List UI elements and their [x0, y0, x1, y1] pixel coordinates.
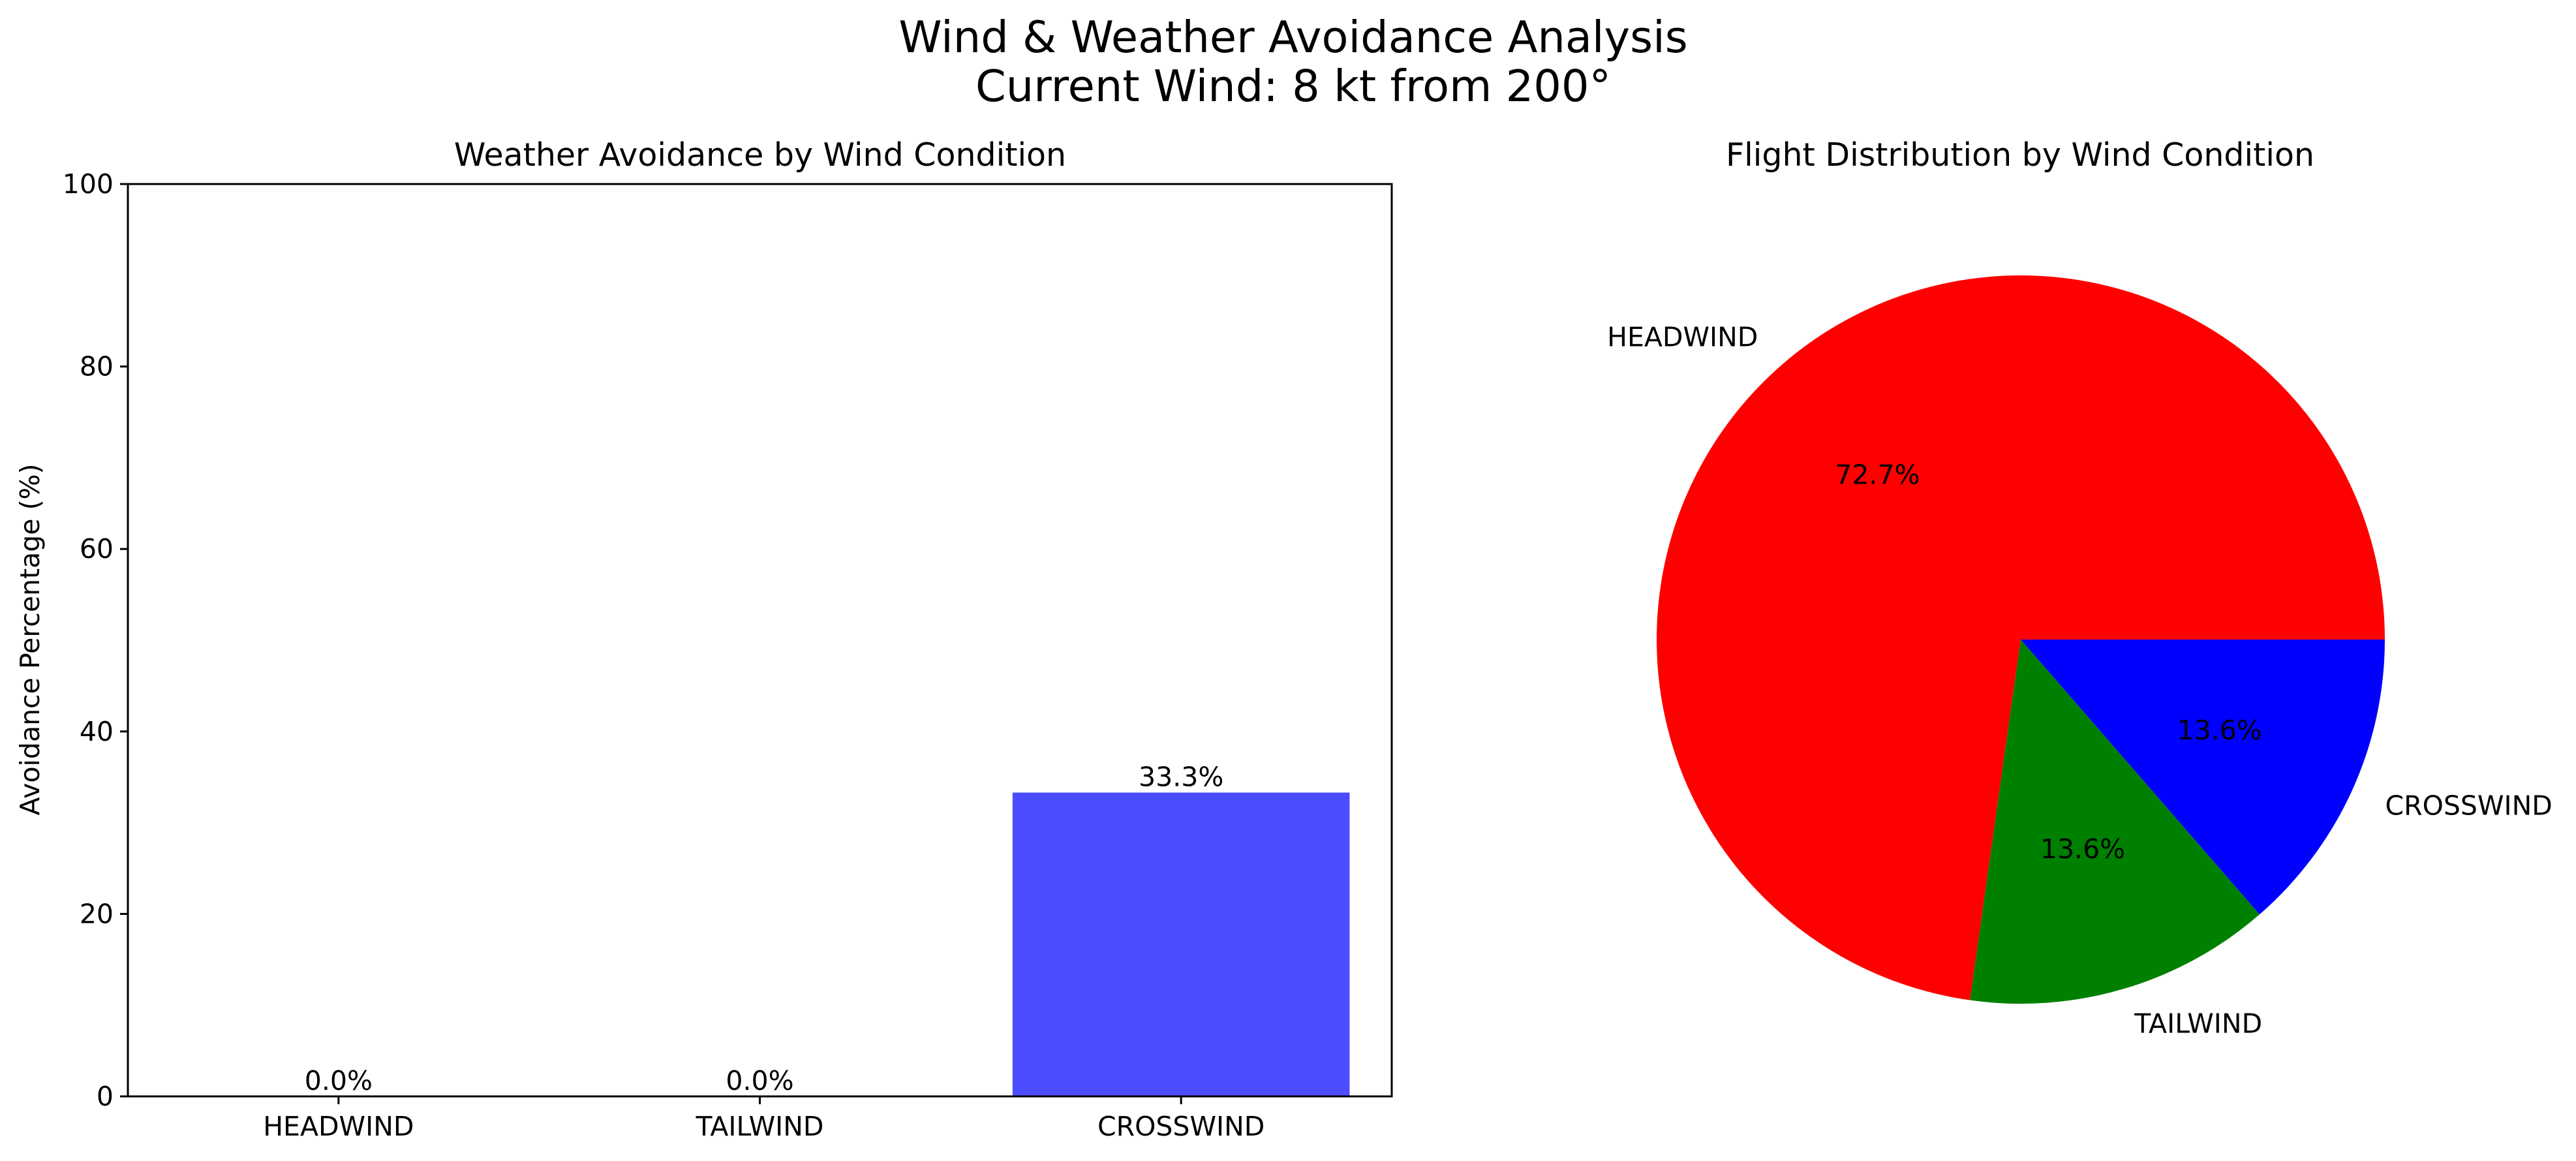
x-tick-label: CROSSWIND — [1097, 1111, 1265, 1142]
pie-percent-label: 13.6% — [2040, 833, 2125, 865]
bar-chart: Weather Avoidance by Wind Condition Avoi… — [14, 136, 1393, 1142]
y-tick-label: 100 — [63, 168, 114, 200]
bar-crosswind — [1012, 792, 1350, 1096]
pie-slice-crosswind — [2021, 640, 2385, 915]
y-tick-label: 60 — [80, 533, 114, 565]
y-tick-label: 40 — [80, 716, 114, 747]
pie-slice-tailwind — [1970, 640, 2260, 1004]
y-tick-label: 0 — [97, 1081, 114, 1112]
x-tick-label: TAILWIND — [696, 1111, 824, 1142]
y-tick-label: 80 — [80, 351, 114, 382]
bar-value-label: 0.0% — [305, 1065, 373, 1096]
y-tick-label: 20 — [80, 898, 114, 929]
pie-slice-headwind — [1657, 275, 2385, 1000]
figure-title-line1: Wind & Weather Avoidance Analysis — [898, 12, 1687, 63]
pie-category-label: CROSSWIND — [2385, 790, 2553, 822]
x-tick-label: HEADWIND — [263, 1111, 414, 1142]
bar-chart-frame — [127, 183, 1393, 1098]
figure-title-line2: Current Wind: 8 kt from 200° — [975, 61, 1611, 112]
pie-percent-label: 72.7% — [1835, 459, 1920, 490]
bar-value-label: 33.3% — [1139, 761, 1223, 792]
bar-value-label: 0.0% — [726, 1065, 793, 1096]
bar-chart-ylabel: Avoidance Percentage (%) — [14, 464, 46, 816]
pie-percent-label: 13.6% — [2177, 715, 2262, 746]
bar-chart-title: Weather Avoidance by Wind Condition — [454, 136, 1066, 174]
pie-category-label: TAILWIND — [2134, 1008, 2262, 1040]
pie-chart: Flight Distribution by Wind Condition HE… — [1607, 136, 2553, 1040]
pie-chart-title: Flight Distribution by Wind Condition — [1726, 136, 2314, 174]
pie-category-label: HEADWIND — [1607, 322, 1758, 353]
